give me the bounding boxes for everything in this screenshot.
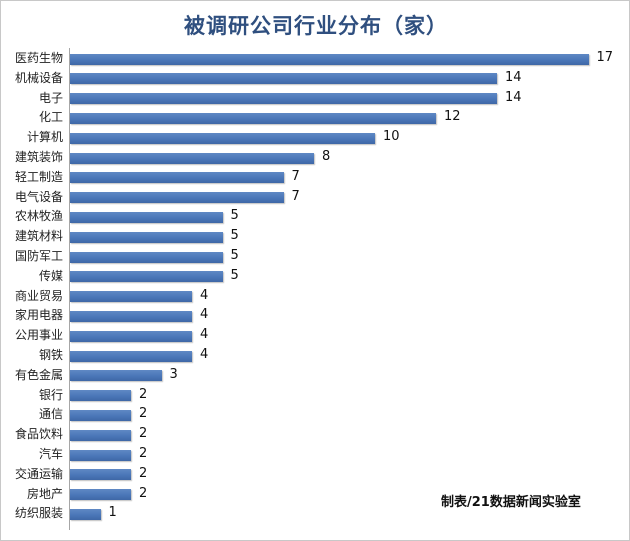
category-label: 国防军工: [14, 249, 63, 263]
bar: [70, 231, 223, 243]
category-label: 计算机: [26, 130, 63, 145]
category-label: 农林牧渔: [14, 209, 63, 224]
value-label: 5: [230, 248, 239, 263]
value-label: 2: [139, 465, 148, 481]
category-label: 轻工制造: [14, 169, 63, 184]
bar: [70, 192, 284, 204]
category-label: 房地产: [26, 486, 63, 501]
chart-title: 被调研公司行业分布（家）: [184, 14, 448, 38]
value-label: 5: [230, 208, 239, 224]
bar: [70, 429, 131, 441]
plot-area: [69, 48, 615, 530]
bar: [70, 211, 223, 223]
category-label: 建筑装饰: [14, 150, 63, 164]
category-label: 有色金属: [14, 367, 63, 382]
category-label: 化工: [38, 110, 63, 125]
bar: [70, 152, 314, 164]
bar: [70, 449, 131, 461]
value-label: 3: [169, 366, 178, 382]
bar: [70, 172, 284, 184]
value-label: 2: [139, 386, 148, 402]
category-label: 电气设备: [14, 189, 63, 204]
value-label: 12: [444, 109, 461, 125]
bar: [70, 508, 101, 520]
credit-label: 制表/21数据新闻实验室: [441, 495, 581, 510]
bar: [70, 73, 497, 85]
bar: [70, 350, 192, 362]
bar: [70, 310, 192, 322]
category-label: 传媒: [38, 268, 63, 283]
bar: [70, 53, 589, 65]
category-label: 钢铁: [38, 348, 63, 362]
bar: [70, 112, 436, 124]
category-label: 公用事业: [14, 328, 63, 343]
bar: [70, 469, 131, 481]
value-label: 14: [505, 89, 522, 105]
value-label: 4: [200, 287, 209, 303]
bar: [70, 271, 223, 283]
category-label: 电子: [38, 90, 63, 105]
bar: [70, 489, 131, 501]
value-label: 2: [139, 406, 148, 422]
value-label: 5: [230, 267, 239, 283]
value-label: 2: [139, 446, 148, 461]
category-label: 建筑材料: [14, 229, 63, 244]
category-label: 纺织服装: [14, 506, 63, 521]
category-label: 交通运输: [14, 466, 63, 481]
bar: [70, 390, 131, 402]
bar: [70, 370, 162, 382]
value-label: 4: [200, 347, 209, 362]
value-label: 17: [596, 50, 614, 65]
category-label: 机械设备: [14, 70, 63, 85]
category-label: 汽车: [38, 447, 63, 461]
value-label: 4: [200, 327, 209, 343]
bar: [70, 291, 192, 303]
value-label: 7: [291, 188, 300, 204]
bar: [70, 132, 375, 144]
value-label: 2: [139, 426, 148, 442]
value-label: 1: [108, 505, 117, 521]
value-label: 2: [139, 485, 148, 501]
category-label: 银行: [38, 387, 63, 402]
category-label: 食品饮料: [14, 427, 63, 442]
value-label: 14: [505, 69, 522, 85]
value-label: 8: [322, 149, 331, 164]
category-label: 医药生物: [14, 51, 63, 65]
category-label: 通信: [38, 407, 63, 422]
value-label: 10: [383, 129, 400, 145]
bar: [70, 251, 223, 263]
bar: [70, 409, 131, 421]
category-label: 家用电器: [14, 308, 63, 323]
value-label: 5: [230, 228, 239, 244]
category-label: 商业贸易: [14, 288, 63, 303]
value-label: 4: [200, 307, 209, 323]
bar: [70, 93, 497, 105]
value-label: 7: [291, 168, 300, 184]
bar: [70, 330, 192, 342]
